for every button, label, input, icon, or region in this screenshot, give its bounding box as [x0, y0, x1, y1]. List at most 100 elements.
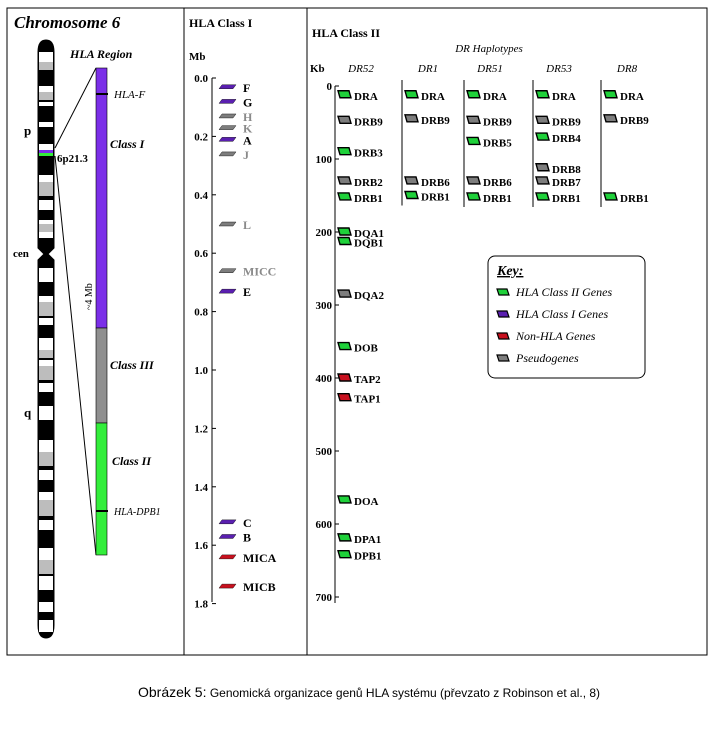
legend-swatch: [496, 354, 510, 362]
legend-swatch: [496, 310, 510, 318]
class2-gene-mark: [535, 132, 550, 141]
chromosome-band: [39, 440, 53, 452]
class2-gene-label: DRB1: [421, 192, 450, 204]
class2-tick-label: 600: [316, 519, 333, 531]
legend-item-label: HLA Class I Genes: [515, 307, 608, 321]
haplotype-label: DR1: [417, 63, 438, 75]
class1-gene-label: A: [243, 133, 252, 147]
class1-gene-mark: [218, 99, 237, 104]
class2-gene-mark: [337, 549, 352, 559]
class2-gene-mark: [404, 190, 419, 200]
chromosome-band: [39, 366, 53, 380]
chromosome-band: [39, 232, 53, 238]
class2-gene-mark: [337, 115, 352, 125]
p-arm-label: p: [24, 123, 31, 138]
chromosome-band: [39, 62, 53, 70]
class1-gene-mark: [218, 137, 237, 142]
class1-gene-label: C: [243, 516, 252, 530]
chromosome-band: [39, 602, 53, 612]
chromosome-band: [39, 296, 53, 302]
legend-item-label: Non-HLA Genes: [515, 329, 596, 343]
chromosome-band: [39, 52, 53, 62]
legend-box: [487, 255, 646, 379]
class2-gene-label: DRA: [620, 91, 644, 103]
chromosome-band: [39, 576, 53, 590]
chromosome-band: [39, 350, 53, 358]
chromosome-band: [39, 92, 53, 100]
figure-frame: [6, 7, 708, 656]
class1-axis-unit: Mb: [189, 51, 206, 63]
class2-gene-label: TAP1: [354, 394, 381, 406]
class1-tick-label: 0.8: [194, 307, 208, 319]
class1-axis: 0.0 0.2 0.4 0.6 0.8 1.0 1.2 1.4 1.6 1.8: [194, 73, 216, 611]
class2-gene-label: DRB8: [552, 164, 581, 176]
class2-gene-label: DRB9: [620, 115, 649, 127]
class2-gene-mark: [466, 176, 481, 185]
class2-tick-label: 0: [327, 81, 333, 93]
q-arm-label: q: [24, 405, 32, 420]
class2-region-label: Class II: [112, 454, 152, 468]
class1-gene-label: MICC: [243, 265, 276, 279]
class1-gene-mark: [218, 288, 237, 294]
caption-text: Genomická organizace genů HLA systému (p…: [209, 686, 601, 700]
class2-gene-mark: [404, 90, 419, 99]
class3-region-label: Class III: [110, 358, 155, 372]
class2-gene-label: DRA: [421, 91, 445, 103]
centromere-label: cen: [13, 248, 29, 260]
class2-gene-mark: [337, 192, 352, 201]
class1-tick-label: 0.6: [194, 248, 208, 260]
class2-gene-mark: [337, 227, 352, 236]
class2-gene-mark: [337, 393, 352, 402]
chromosome-band: [39, 492, 53, 500]
class2-gene-label: DRB2: [354, 177, 383, 189]
class2-gene-mark: [466, 136, 481, 146]
class2-tick-label: 300: [316, 300, 333, 312]
chromosome-band: [39, 452, 53, 466]
region-class3-bar: [95, 327, 108, 424]
class2-gene-label: DRB1: [620, 193, 649, 205]
legend-swatch: [496, 288, 510, 296]
class2-gene-mark: [535, 163, 550, 172]
figure-caption: Obrázek 5: Genomická organizace genů HLA…: [138, 684, 638, 701]
class2-axis-unit: Kb: [310, 63, 325, 75]
class1-tick-label: 1.2: [194, 423, 208, 435]
class1-tick-label: 1.0: [194, 365, 208, 377]
class2-axis: 0 100 200 300 400 500 600 700: [316, 81, 339, 604]
class2-gene-label: DOB: [354, 343, 379, 355]
class2-gene-mark: [337, 90, 352, 99]
legend-swatch: [496, 332, 510, 340]
caption-label: Obrázek 5:: [138, 684, 207, 700]
class2-gene-mark: [337, 373, 352, 382]
class2-gene-label: DRB9: [552, 116, 581, 128]
legend-item-label: Pseudogenes: [515, 351, 579, 365]
class1-gene-label: G: [243, 95, 252, 109]
chromosome-band: [39, 86, 53, 92]
class2-gene-mark: [466, 90, 481, 99]
class1-gene-mark: [218, 151, 237, 157]
chromosome-band: [39, 220, 53, 224]
class2-gene-label: DQB1: [354, 237, 383, 249]
class2-gene-label: DRB6: [483, 177, 512, 189]
class2-gene-label: DRA: [552, 91, 576, 103]
class1-gene-label: B: [243, 530, 251, 544]
class2-gene-label: DRB3: [354, 148, 383, 160]
class1-region-label: Class I: [110, 137, 146, 151]
legend-title: Key:: [496, 264, 523, 279]
haplotype-label: DR52: [347, 63, 374, 75]
legend-key: Key: HLA Class II Genes HLA Class I Genes…: [487, 255, 646, 379]
class2-gene-label: DRB1: [483, 193, 512, 205]
class2-gene-label: DRB6: [421, 177, 450, 189]
chromosome-band: [39, 620, 53, 632]
class1-gene-mark: [218, 583, 237, 589]
class2-gene-mark: [466, 115, 481, 125]
class2-tick-label: 500: [316, 446, 333, 458]
chromosome-band: [39, 102, 53, 106]
region-size-label: ~4 Mb: [84, 283, 95, 310]
haplotype-label: DR8: [616, 63, 638, 75]
hlaf-label: HLA-F: [113, 89, 145, 101]
chromosome-band: [39, 224, 53, 232]
band-label: 6p21.3: [57, 153, 88, 165]
haplotype-label: DR51: [476, 63, 503, 75]
chromosome-band: [39, 500, 53, 516]
